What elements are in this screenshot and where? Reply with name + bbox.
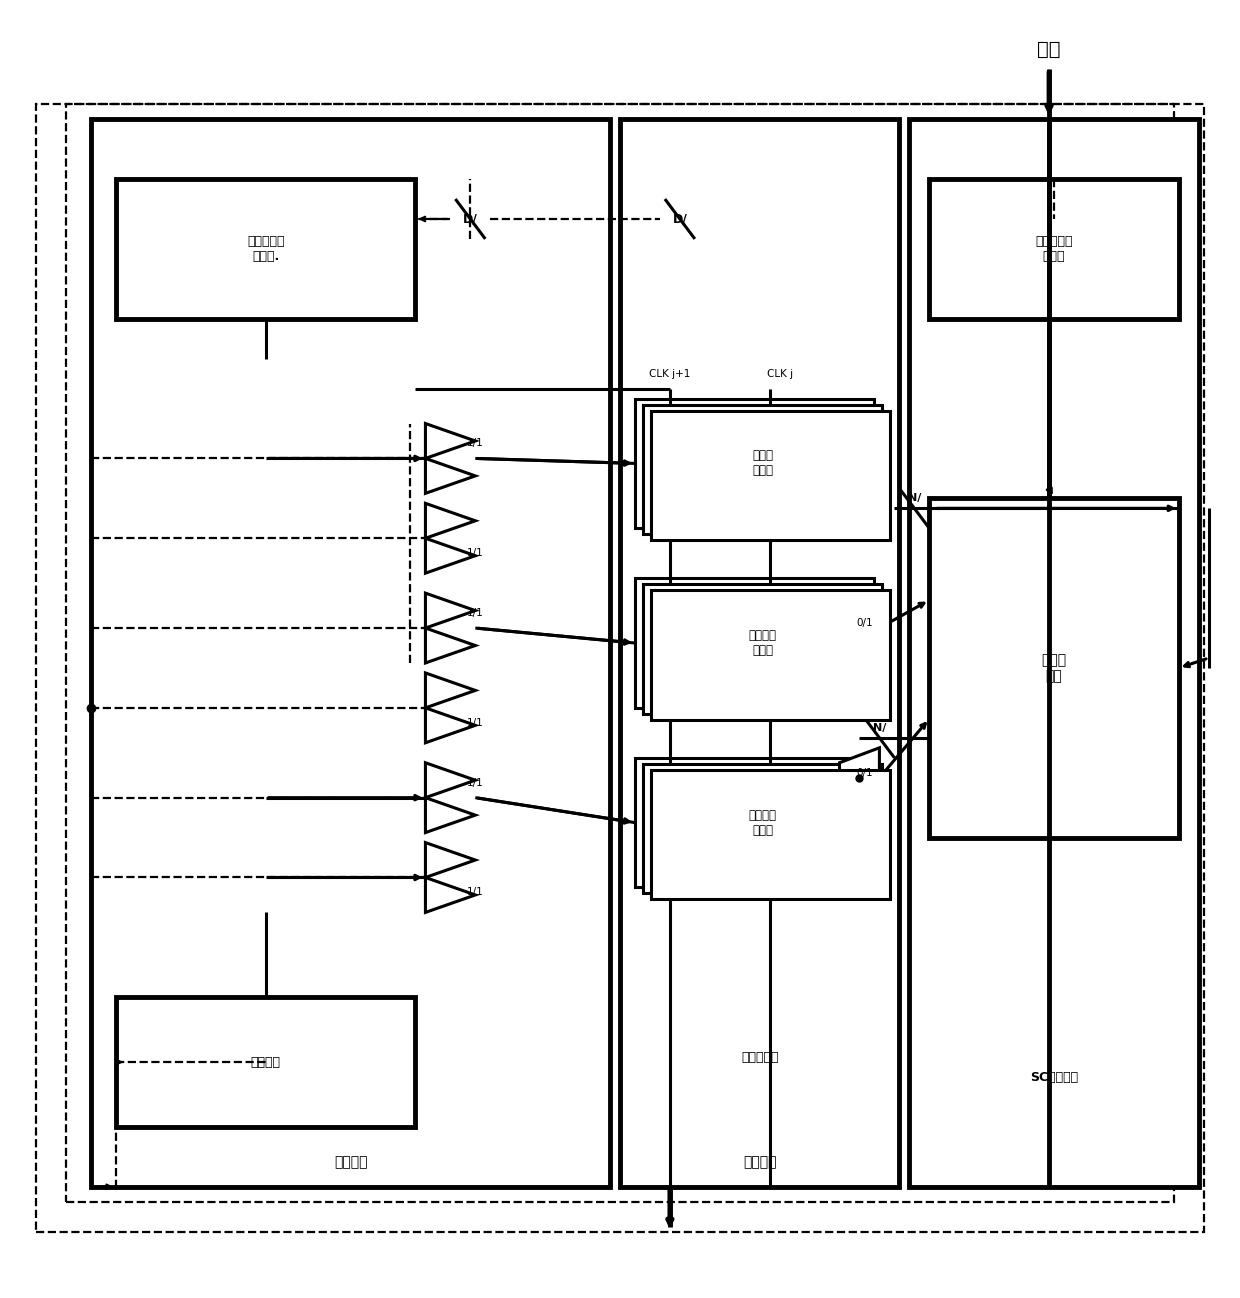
Text: 1/1: 1/1	[467, 718, 484, 728]
Text: N/: N/	[873, 723, 887, 733]
Polygon shape	[839, 748, 879, 807]
Text: 译码器
核心: 译码器 核心	[1042, 653, 1066, 683]
Bar	[644, 584, 883, 714]
Bar	[651, 770, 890, 900]
Bar	[635, 578, 874, 707]
Text: 1/1: 1/1	[467, 548, 484, 558]
Text: 1/1: 1/1	[467, 888, 484, 897]
Bar	[117, 997, 415, 1127]
Text: D/: D/	[672, 213, 687, 226]
Text: 最小似然比
比较器.: 最小似然比 比较器.	[247, 235, 284, 263]
Bar	[117, 179, 415, 319]
Text: 最大似然比
比较器: 最大似然比 比较器	[1035, 235, 1073, 263]
Polygon shape	[425, 877, 475, 912]
Bar	[620, 119, 899, 1186]
Polygon shape	[425, 628, 475, 663]
Text: 输入: 输入	[1038, 40, 1060, 58]
Bar	[644, 405, 883, 535]
Text: 0/1: 0/1	[856, 618, 873, 628]
Text: 状态更新: 状态更新	[334, 1155, 367, 1168]
Polygon shape	[425, 423, 475, 458]
Bar	[909, 119, 1199, 1186]
Text: N/: N/	[908, 493, 921, 504]
Bar	[929, 179, 1179, 319]
Bar	[651, 410, 890, 540]
Text: D/: D/	[463, 213, 477, 226]
Text: 路径长度
存储器: 路径长度 存储器	[749, 630, 776, 657]
Bar	[635, 758, 874, 888]
Bar	[66, 104, 1174, 1202]
Text: CLK j: CLK j	[766, 369, 792, 379]
Text: 0/1: 0/1	[856, 767, 873, 778]
Bar	[644, 763, 883, 893]
Polygon shape	[839, 598, 879, 658]
Bar	[635, 398, 874, 528]
Polygon shape	[425, 842, 475, 877]
Polygon shape	[425, 458, 475, 493]
Text: 状态存储器: 状态存储器	[742, 1050, 779, 1063]
Polygon shape	[425, 504, 475, 539]
Polygon shape	[425, 798, 475, 832]
Bar	[929, 498, 1179, 837]
Bar	[92, 119, 610, 1186]
Text: 路径选择: 路径选择	[743, 1155, 776, 1168]
Bar	[36, 104, 1204, 1232]
Bar	[651, 591, 890, 720]
Text: 译码路径
存储器: 译码路径 存储器	[749, 809, 776, 837]
Text: 1/1: 1/1	[467, 778, 484, 788]
Text: 1/1: 1/1	[467, 607, 484, 618]
Text: CLK j+1: CLK j+1	[650, 369, 691, 379]
Polygon shape	[425, 707, 475, 742]
Text: 路径扩展: 路径扩展	[250, 1055, 280, 1068]
Text: 1/1: 1/1	[467, 439, 484, 449]
Polygon shape	[425, 539, 475, 574]
Text: SC译码核心: SC译码核心	[1030, 1071, 1078, 1084]
Polygon shape	[425, 763, 475, 798]
Polygon shape	[425, 672, 475, 707]
Polygon shape	[425, 593, 475, 628]
Text: 似然比
存储器: 似然比 存储器	[753, 449, 774, 478]
